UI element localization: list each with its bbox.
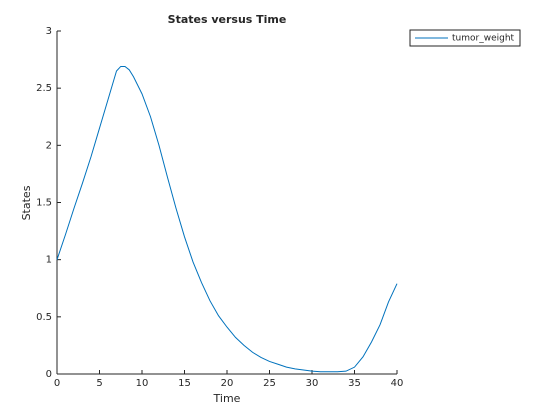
y-axis-label: States <box>20 185 33 220</box>
x-tick-label: 25 <box>263 378 276 389</box>
x-tick-label: 0 <box>54 378 60 389</box>
x-tick-label: 35 <box>348 378 361 389</box>
x-tick-label: 5 <box>96 378 102 389</box>
x-tick-label: 30 <box>306 378 319 389</box>
x-axis-label: Time <box>213 392 241 405</box>
x-tick-label: 40 <box>391 378 404 389</box>
chart-title: States versus Time <box>168 13 287 26</box>
y-tick-label: 3 <box>46 26 52 37</box>
y-tick-label: 0.5 <box>36 312 52 323</box>
y-tick-label: 2 <box>46 140 52 151</box>
legend-box <box>409 29 521 47</box>
x-tick-label: 10 <box>136 378 149 389</box>
y-tick-label: 2.5 <box>36 83 52 94</box>
legend-label: tumor_weight <box>452 34 515 44</box>
y-tick-label: 0 <box>46 369 52 380</box>
line-series <box>56 65 398 373</box>
y-tick-label: 1.5 <box>36 198 52 209</box>
x-tick-label: 20 <box>221 378 234 389</box>
x-tick-label: 15 <box>178 378 191 389</box>
y-tick-label: 1 <box>46 255 52 266</box>
